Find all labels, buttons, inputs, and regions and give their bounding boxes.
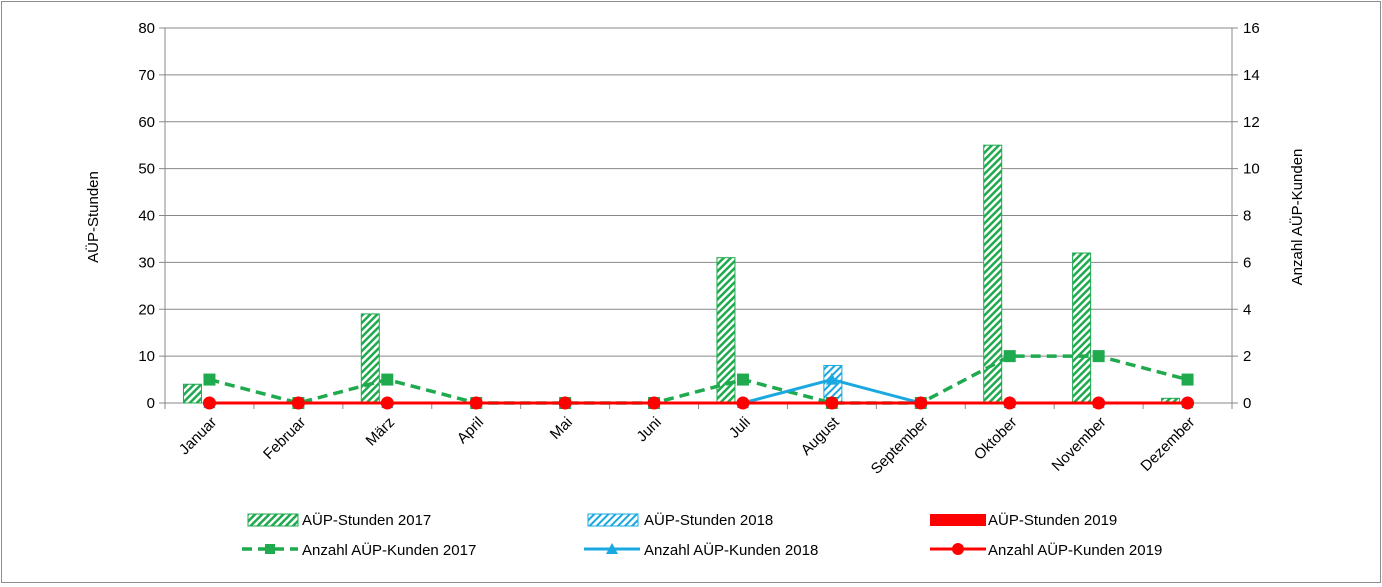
x-tick-label: März bbox=[363, 414, 399, 450]
y2-tick-label: 2 bbox=[1243, 348, 1251, 365]
line-2017 bbox=[209, 354, 1188, 405]
marker-2017 bbox=[203, 373, 216, 386]
bar-2017 bbox=[360, 313, 380, 404]
legend-marker-2017 bbox=[265, 544, 275, 554]
legend-label-bar-2018: AÜP-Stunden 2018 bbox=[644, 511, 773, 529]
legend-marker-2018 bbox=[606, 543, 618, 554]
legend-item-bar-2019: AÜP-Stunden 2019 bbox=[930, 511, 1117, 529]
y2-tick-label: 8 bbox=[1243, 208, 1251, 225]
y2-axis-title: Anzahl AÜP-Kunden bbox=[1288, 149, 1306, 286]
legend-label-line-2019: Anzahl AÜP-Kunden 2019 bbox=[988, 541, 1162, 559]
marker-2019 bbox=[469, 396, 483, 410]
x-tick-label: August bbox=[798, 413, 844, 459]
x-tick-label: Juni bbox=[633, 414, 664, 445]
legend-item-bar-2018: AÜP-Stunden 2018 bbox=[587, 511, 773, 529]
marker-2017 bbox=[381, 373, 394, 386]
y-axis-title: AÜP-Stunden bbox=[84, 171, 102, 263]
legend-swatch-bar-2019 bbox=[930, 514, 986, 526]
x-tick-label: Februar bbox=[260, 414, 309, 463]
bar-2017 bbox=[182, 383, 202, 404]
y2-tick-label: 16 bbox=[1243, 20, 1260, 37]
tick-labels: 0 10 20 30 40 50 60 70 80 0 2 4 6 8 10 12 14 16 Januar Febr… bbox=[138, 20, 1259, 478]
bars bbox=[182, 144, 1181, 404]
legend-label-line-2017: Anzahl AÜP-Kunden 2017 bbox=[302, 541, 476, 559]
y-tick-label: 60 bbox=[138, 114, 155, 131]
x-tick-label: September bbox=[868, 414, 932, 478]
y-tick-label: 70 bbox=[138, 67, 155, 84]
marker-2019 bbox=[914, 396, 928, 410]
legend: AÜP-Stunden 2017 AÜP-Stunden 2018 AÜP-St… bbox=[242, 511, 1162, 559]
marker-2019 bbox=[380, 396, 394, 410]
legend-marker-2019 bbox=[952, 543, 964, 555]
lines bbox=[202, 350, 1195, 410]
x-tick-label: April bbox=[454, 414, 487, 447]
y-tick-label: 80 bbox=[138, 20, 155, 37]
x-tick-label: Dezember bbox=[1137, 414, 1198, 475]
marker-2017 bbox=[1181, 373, 1194, 386]
y2-tick-label: 12 bbox=[1243, 114, 1260, 131]
legend-item-line-2019: Anzahl AÜP-Kunden 2019 bbox=[930, 541, 1162, 559]
legend-label-line-2018: Anzahl AÜP-Kunden 2018 bbox=[644, 541, 818, 559]
x-tick-label: Juli bbox=[726, 414, 754, 442]
marker-2019 bbox=[825, 396, 839, 410]
marker-2017 bbox=[1092, 350, 1105, 363]
bar-2017 bbox=[1072, 252, 1092, 404]
marker-2019 bbox=[736, 396, 750, 410]
legend-swatch-bar-2017 bbox=[247, 513, 299, 527]
marker-2019 bbox=[1003, 396, 1017, 410]
x-tick-label: Mai bbox=[547, 414, 576, 443]
marker-2019 bbox=[202, 396, 216, 410]
y-tick-label: 30 bbox=[138, 254, 155, 271]
legend-item-line-2017: Anzahl AÜP-Kunden 2017 bbox=[242, 541, 476, 559]
legend-label-bar-2017: AÜP-Stunden 2017 bbox=[302, 511, 431, 529]
y-tick-label: 0 bbox=[147, 395, 155, 412]
y2-tick-label: 6 bbox=[1243, 254, 1251, 271]
legend-item-bar-2017: AÜP-Stunden 2017 bbox=[247, 511, 431, 529]
x-tick-label: Oktober bbox=[971, 414, 1021, 464]
y2-tick-label: 0 bbox=[1243, 395, 1251, 412]
marker-2018 bbox=[825, 372, 838, 385]
marker-2017 bbox=[1003, 350, 1016, 363]
x-tick-label: November bbox=[1048, 414, 1109, 475]
y2-tick-label: 4 bbox=[1243, 301, 1251, 318]
legend-label-bar-2019: AÜP-Stunden 2019 bbox=[988, 511, 1117, 529]
y-tick-label: 50 bbox=[138, 161, 155, 178]
y2-tick-label: 10 bbox=[1243, 161, 1260, 178]
y-tick-label: 10 bbox=[138, 348, 155, 365]
legend-item-line-2018: Anzahl AÜP-Kunden 2018 bbox=[584, 541, 818, 559]
y-tick-label: 40 bbox=[138, 208, 155, 225]
x-tick-label: Januar bbox=[176, 414, 220, 458]
gridlines bbox=[165, 27, 1232, 404]
legend-swatch-bar-2018 bbox=[587, 513, 639, 527]
marker-2019 bbox=[647, 396, 661, 410]
marker-2017 bbox=[736, 373, 749, 386]
marker-2019 bbox=[558, 396, 572, 410]
marker-2019 bbox=[291, 396, 305, 410]
y2-tick-label: 14 bbox=[1243, 67, 1260, 84]
marker-2019 bbox=[1092, 396, 1106, 410]
marker-2019 bbox=[1181, 396, 1195, 410]
y-tick-label: 20 bbox=[138, 301, 155, 318]
